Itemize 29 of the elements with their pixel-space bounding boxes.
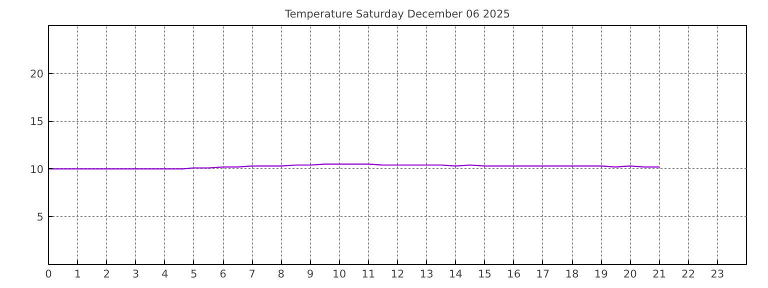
x-tick-label: 5 xyxy=(190,268,198,280)
x-tick-label: 20 xyxy=(623,268,638,280)
x-tick-label: 10 xyxy=(332,268,346,280)
x-tick-label: 21 xyxy=(652,268,666,280)
x-tick-label: 12 xyxy=(390,268,404,280)
x-tick-label: 15 xyxy=(478,268,492,280)
x-tick-label: 4 xyxy=(161,268,168,280)
x-tick-label: 11 xyxy=(362,268,376,280)
x-tick-label: 1 xyxy=(74,268,81,280)
x-tick-label: 22 xyxy=(682,268,696,280)
x-tick-label: 9 xyxy=(306,268,314,280)
x-tick-label: 18 xyxy=(565,268,579,280)
x-tick-label: 3 xyxy=(132,268,140,280)
x-tick-label: 13 xyxy=(420,268,434,280)
x-tick-label: 17 xyxy=(536,268,550,280)
x-tick-label: 23 xyxy=(710,268,724,280)
x-tick-label: 0 xyxy=(45,268,52,280)
x-tick-label: 8 xyxy=(278,268,285,280)
x-tick-label: 7 xyxy=(248,268,256,280)
y-tick-label: 10 xyxy=(30,162,44,176)
x-tick-label: 6 xyxy=(220,268,227,280)
x-tick-label: 19 xyxy=(594,268,608,280)
x-tick-label: 14 xyxy=(448,268,463,280)
x-tick-label: 16 xyxy=(507,268,521,280)
chart-title: Temperature Saturday December 06 2025 xyxy=(284,8,510,20)
y-tick-label: 5 xyxy=(36,210,44,224)
y-tick-label: 20 xyxy=(30,67,44,80)
y-tick-label: 15 xyxy=(30,115,44,128)
x-tick-label: 2 xyxy=(103,268,110,280)
